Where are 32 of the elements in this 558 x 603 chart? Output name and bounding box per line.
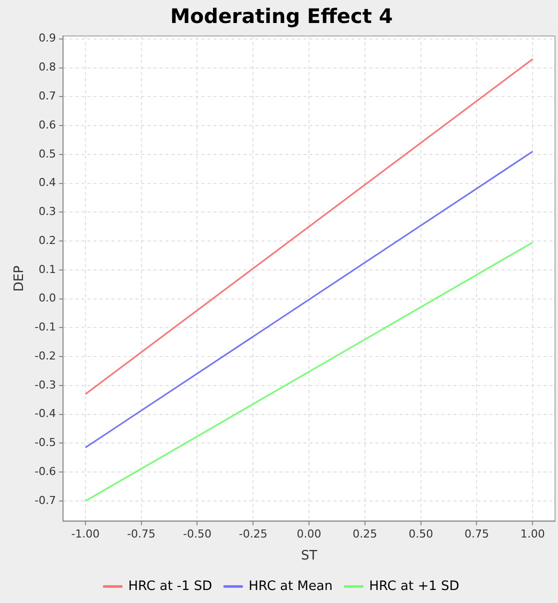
y-tick-label: -0.4 — [34, 407, 56, 420]
y-tick-label: 0.9 — [38, 32, 56, 45]
x-tick-label: 0.25 — [352, 528, 378, 541]
legend-label: HRC at -1 SD — [128, 578, 212, 594]
y-tick-label: -0.1 — [34, 320, 56, 334]
x-axis-title: ST — [300, 548, 318, 564]
y-tick-label: -0.2 — [34, 349, 56, 362]
x-tick-label: -0.25 — [238, 528, 268, 541]
x-tick-label: -0.50 — [182, 528, 212, 541]
x-tick-label: 0.50 — [408, 528, 434, 541]
y-tick-label: 0.8 — [38, 60, 56, 74]
y-tick-label: 0.0 — [38, 292, 56, 305]
y-tick-label: 0.3 — [38, 205, 56, 218]
y-tick-label: -0.5 — [34, 436, 56, 450]
y-tick-label: 0.2 — [38, 234, 56, 247]
legend-label: HRC at +1 SD — [369, 578, 460, 594]
x-tick-label: -1.00 — [71, 528, 100, 541]
y-tick-label: 0.6 — [38, 118, 56, 132]
x-tick-label: 0.00 — [296, 528, 322, 541]
chart-title: Moderating Effect 4 — [170, 4, 393, 28]
y-axis-title: DEP — [12, 265, 28, 292]
y-tick-label: 0.4 — [38, 176, 56, 190]
y-tick-label: -0.6 — [34, 464, 56, 478]
x-tick-label: 1.00 — [520, 528, 545, 541]
y-tick-label: 0.7 — [38, 90, 56, 103]
legend-label: HRC at Mean — [248, 578, 333, 594]
y-tick-label: 0.5 — [38, 147, 56, 160]
x-tick-label: 0.75 — [464, 528, 489, 541]
y-tick-label: 0.1 — [38, 262, 56, 276]
y-tick-label: -0.3 — [34, 378, 56, 392]
y-tick-label: -0.7 — [34, 494, 56, 507]
x-tick-label: -0.75 — [127, 528, 156, 541]
